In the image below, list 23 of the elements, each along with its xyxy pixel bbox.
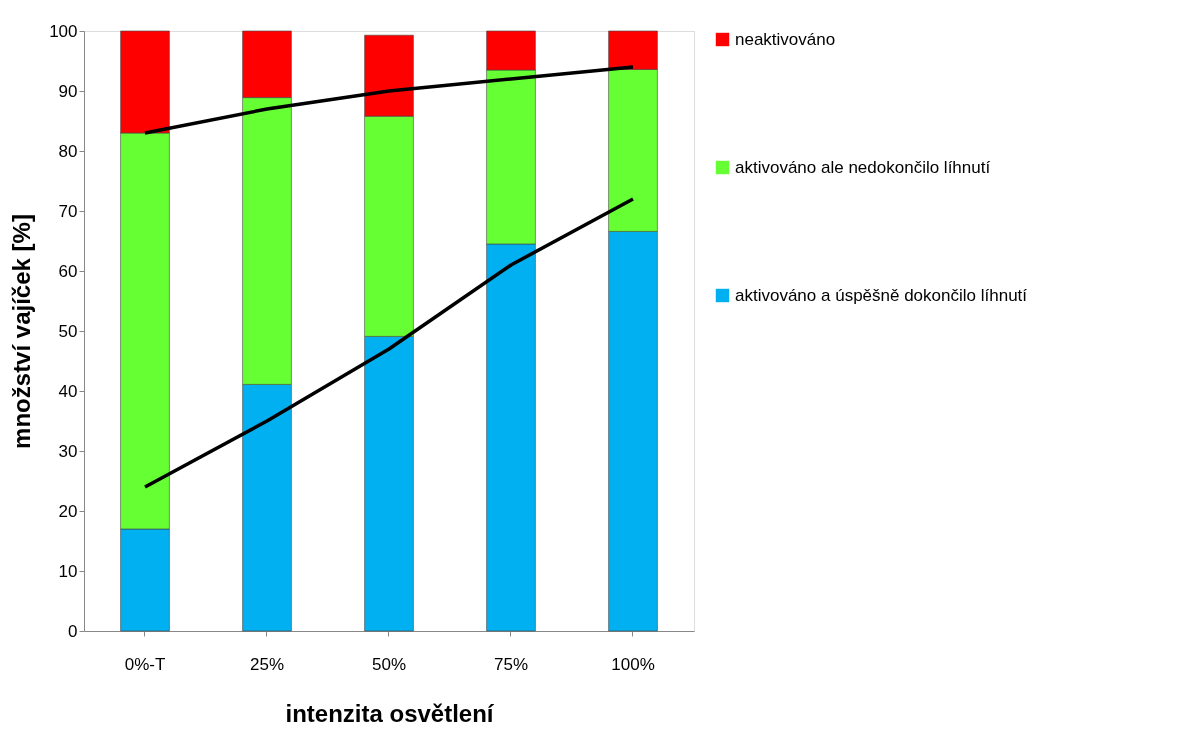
y-tick-label: 10 [58, 561, 78, 581]
legend-label: aktivováno ale nedokončilo líhnutí [735, 157, 991, 177]
y-tick-label: 90 [58, 81, 78, 101]
y-tick-label: 40 [58, 381, 78, 401]
x-tick-label: 100% [611, 654, 655, 674]
y-tick-label: 60 [58, 261, 78, 281]
x-tick-label: 25% [249, 654, 285, 674]
y-tick-label: 80 [58, 141, 78, 161]
line-series [143, 65, 635, 135]
y-tick-label: 0 [68, 621, 78, 641]
line-series [143, 197, 635, 489]
legend-label: aktivováno a úspěšně dokončilo líhnutí [735, 285, 1028, 305]
x-tick-label: 0%-T [124, 654, 166, 674]
x-axis-title: intenzita osvětlení [285, 699, 495, 727]
y-axis-title: množství vajíček [%] [8, 214, 36, 449]
x-tick-label: 50% [371, 654, 407, 674]
y-tick-label: 20 [58, 501, 78, 521]
y-tick-label: 70 [58, 201, 78, 221]
y-tick-label: 30 [58, 441, 78, 461]
y-tick-label: 100 [49, 21, 78, 41]
y-tick-label: 50 [58, 321, 78, 341]
x-tick-label: 75% [493, 654, 529, 674]
legend-label: neaktivováno [735, 29, 836, 49]
